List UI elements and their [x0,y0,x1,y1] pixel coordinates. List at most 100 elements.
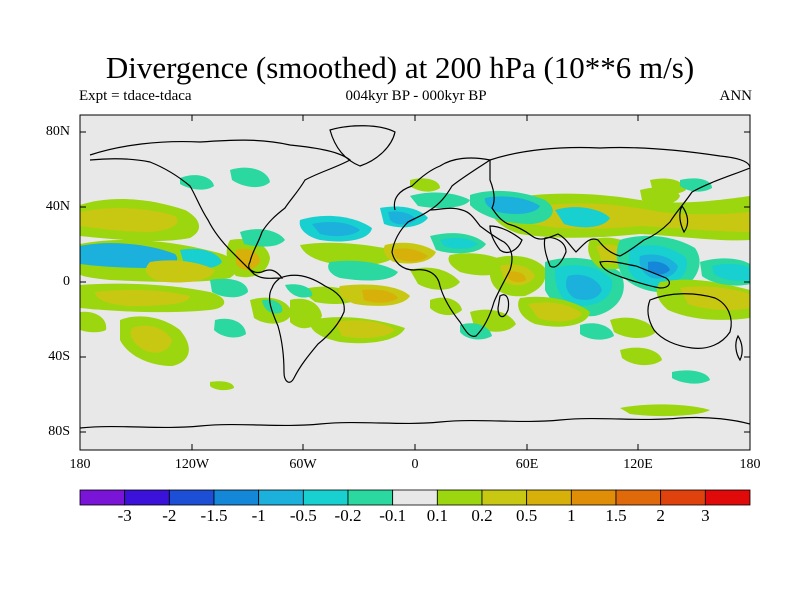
field-region [410,267,460,290]
map-title: Divergence (smoothed) at 200 hPa (10**6 … [105,50,695,85]
colorbar-label: 0.1 [426,506,448,525]
colorbar-label: -3 [117,506,132,525]
lat-label: 0 [63,274,70,289]
colorbar-box [615,489,662,506]
south-america-coast [268,274,345,383]
colorbar-box [526,489,572,506]
greenland-coast [329,125,396,167]
field-region [335,320,395,338]
field-region [214,318,246,338]
field-region [430,297,462,316]
colorbar-label: 1.5 [605,506,627,525]
colorbar-box [704,489,751,506]
colorbar-box [392,489,438,506]
field-region [410,178,440,192]
field-region [210,278,248,298]
field-region [300,242,396,266]
asia-coast [489,146,750,257]
field-region [680,178,712,192]
lon-label: 0 [411,457,419,472]
field-region [240,229,285,247]
colorbar-label: 1 [567,506,576,525]
colorbar-label: -0.2 [334,506,362,525]
madagascar-coast [497,294,510,318]
colorbar-label: -2 [162,506,177,525]
japan-coast [679,204,689,234]
field-region [130,325,172,353]
field-region [180,175,214,190]
period-label: 004kyr BP - 000kyr BP [345,88,487,104]
field-region [672,370,710,384]
colorbar-box [168,489,215,506]
colorbar-box [481,489,528,506]
colorbar-label: 0.5 [516,506,538,525]
new-zealand-coast [735,334,743,362]
colorbar-label: -1.5 [200,506,228,525]
colorbar-label: -0.5 [289,506,317,525]
north-america-coast [89,139,352,279]
field-region [285,284,313,298]
lon-label: 180 [69,457,91,472]
field-region [80,208,178,232]
lat-label: 40S [48,349,70,364]
colorbar-box [213,489,260,506]
field-region [392,248,428,262]
field-region [650,178,686,194]
colorbar-box [79,489,126,506]
field-region [262,299,283,314]
colorbar-box [570,489,617,506]
colorbar-label: 3 [701,506,710,525]
field-region [410,192,470,208]
colorbar-label: -0.1 [379,506,407,525]
lat-label: 40N [45,199,70,214]
europe-africa-coast [391,157,513,337]
lon-label: 120W [174,457,210,472]
field-region [80,311,107,333]
field-region [580,323,614,340]
colorbar-box [124,489,170,506]
colorbar [79,489,751,506]
field-region [528,302,582,322]
india-coast [543,237,567,268]
field-region [620,404,710,417]
lon-label: 60E [515,457,539,472]
lat-label: 80S [48,424,70,439]
field-region [145,260,215,283]
axis-ticks [79,115,751,450]
colorbar-box [660,489,706,506]
colorbar-box [302,489,349,506]
field-region [362,289,398,303]
lon-label: 180 [739,457,761,472]
field-region [648,261,670,275]
field-region [440,237,478,249]
arabia-coast [489,225,523,253]
field-region [484,196,540,214]
antarctica-coast [80,416,750,429]
indonesia-coast [599,260,670,289]
field-region [712,263,750,281]
field-region [95,289,190,306]
field-region [328,260,398,281]
lon-label: 120E [623,457,653,472]
field-region [555,207,610,228]
field-region [508,271,526,283]
colorbar-box [258,489,304,506]
season-label: ANN [719,88,753,104]
field-region [460,323,492,340]
lat-label: 80N [45,124,70,139]
field-region [620,347,662,366]
field-region [236,248,260,270]
australia-coast [647,293,732,349]
colorbar-box [436,489,483,506]
field-region [230,167,270,188]
field-region [210,381,234,391]
colorbar-label: -1 [251,506,266,525]
experiment-label: Expt = tdace-tdaca [79,88,192,104]
colorbar-box [347,489,394,506]
field-region [566,274,602,300]
colorbar-label: 0.2 [471,506,493,525]
coastlines [80,125,750,429]
field-region [610,317,656,338]
lon-label: 60W [289,457,317,472]
